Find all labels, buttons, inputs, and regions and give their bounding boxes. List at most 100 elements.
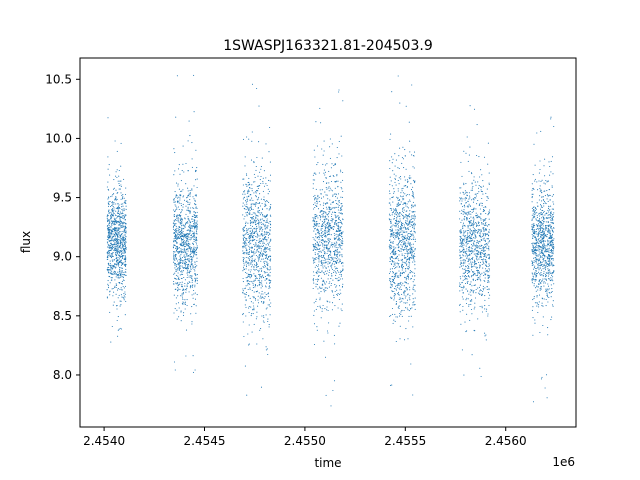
data-point xyxy=(391,268,393,270)
data-point xyxy=(404,176,406,178)
data-point xyxy=(267,320,269,323)
data-point xyxy=(477,277,479,279)
data-point xyxy=(389,248,391,250)
data-point xyxy=(320,317,322,319)
data-point xyxy=(118,215,120,217)
data-point xyxy=(261,234,263,236)
data-point xyxy=(122,254,124,257)
data-point xyxy=(397,291,400,293)
data-point xyxy=(338,212,340,214)
data-point xyxy=(467,205,469,207)
data-point xyxy=(324,228,327,230)
data-point xyxy=(113,222,116,224)
data-point xyxy=(400,244,402,246)
data-point xyxy=(342,265,344,267)
data-point xyxy=(189,193,191,195)
data-point xyxy=(243,226,245,228)
data-point xyxy=(326,188,328,190)
data-point xyxy=(181,190,183,192)
data-point xyxy=(412,261,414,263)
data-point xyxy=(341,303,343,305)
data-point xyxy=(120,226,122,228)
data-point xyxy=(174,229,176,232)
data-point xyxy=(265,251,267,253)
data-point xyxy=(472,275,474,277)
data-point xyxy=(391,229,393,231)
data-point xyxy=(330,215,333,218)
data-point xyxy=(245,237,247,239)
data-point xyxy=(392,158,394,160)
data-point xyxy=(268,201,270,203)
data-point xyxy=(264,226,266,228)
data-point xyxy=(124,193,127,196)
data-point xyxy=(253,192,255,194)
data-point xyxy=(400,221,403,223)
data-point xyxy=(460,286,462,288)
data-point xyxy=(405,270,407,272)
data-point xyxy=(408,194,410,196)
data-point xyxy=(244,304,246,306)
data-point xyxy=(189,239,191,241)
data-point xyxy=(185,205,187,207)
data-point xyxy=(478,286,481,288)
data-point xyxy=(395,184,397,186)
data-point xyxy=(330,203,332,205)
data-point xyxy=(399,204,401,206)
data-point xyxy=(328,170,330,172)
data-point xyxy=(195,230,197,232)
data-point xyxy=(115,196,117,198)
data-point xyxy=(265,247,267,249)
data-point xyxy=(110,218,112,220)
data-point xyxy=(110,238,112,240)
data-point xyxy=(124,232,126,234)
data-point xyxy=(242,313,244,315)
data-point xyxy=(195,254,197,256)
data-point xyxy=(331,267,333,269)
data-point xyxy=(318,223,320,225)
data-point xyxy=(195,216,197,218)
data-point xyxy=(413,236,415,238)
data-point xyxy=(389,257,392,259)
data-point xyxy=(406,217,408,219)
data-point xyxy=(184,243,186,245)
data-point xyxy=(389,207,391,210)
data-point xyxy=(119,219,122,221)
data-point xyxy=(191,321,193,323)
data-point xyxy=(484,219,486,221)
data-point xyxy=(115,232,117,234)
data-point xyxy=(483,274,485,277)
data-point xyxy=(113,207,115,209)
data-point xyxy=(267,263,269,265)
data-point xyxy=(120,272,122,274)
data-point xyxy=(269,180,271,182)
data-point xyxy=(398,214,400,216)
data-point xyxy=(259,297,261,299)
data-point xyxy=(185,291,187,293)
data-point xyxy=(407,201,409,203)
data-point xyxy=(263,316,265,318)
data-point xyxy=(179,215,181,217)
data-point xyxy=(125,228,127,230)
data-point xyxy=(396,286,398,288)
data-point xyxy=(193,215,196,217)
data-point xyxy=(181,228,183,230)
data-point xyxy=(485,339,487,341)
data-point xyxy=(396,235,398,237)
data-point xyxy=(121,225,123,227)
data-point xyxy=(401,241,403,244)
data-point xyxy=(316,247,318,249)
data-point xyxy=(108,212,110,215)
data-point xyxy=(255,264,257,266)
data-point xyxy=(269,314,271,316)
data-point xyxy=(485,265,488,267)
data-point xyxy=(414,255,416,258)
data-point xyxy=(123,230,125,232)
data-point xyxy=(407,266,409,268)
data-point xyxy=(324,203,326,205)
data-point xyxy=(322,265,324,267)
data-point xyxy=(412,201,414,203)
data-point xyxy=(472,292,474,294)
data-point xyxy=(194,227,196,229)
data-point xyxy=(316,228,318,230)
data-point xyxy=(269,282,271,284)
